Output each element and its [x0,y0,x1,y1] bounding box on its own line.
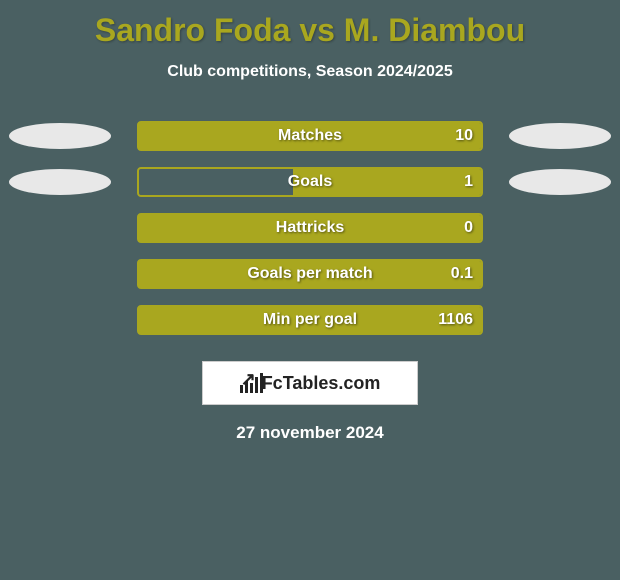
player-ellipse-left [9,169,111,195]
comparison-infographic: Sandro Foda vs M. Diambou Club competiti… [0,0,620,580]
stat-label: Goals per match [247,265,372,283]
stat-bar: Min per goal 1106 [137,305,483,335]
stat-label: Matches [278,127,342,145]
logo-box: ↗ FcTables.com [202,361,418,405]
date-text: 27 november 2024 [0,423,620,443]
stat-value-right: 10 [455,127,473,145]
stat-value-right: 1106 [438,311,473,329]
stat-bar: Matches 10 [137,121,483,151]
stat-row: Goals 1 [0,167,620,197]
subtitle: Club competitions, Season 2024/2025 [0,63,620,81]
stat-value-right: 0 [464,219,473,237]
player-ellipse-left [9,123,111,149]
stat-row: Hattricks 0 [0,213,620,243]
stats-area: Matches 10 Goals 1 Hattricks 0 Goals per match… [0,121,620,335]
stat-row: Goals per match 0.1 [0,259,620,289]
player-ellipse-right [509,123,611,149]
stat-row: Matches 10 [0,121,620,151]
logo-text: FcTables.com [262,373,381,394]
stat-value-right: 0.1 [451,265,473,283]
stat-label: Min per goal [263,311,357,329]
stat-bar: Goals per match 0.1 [137,259,483,289]
stat-value-right: 1 [464,173,473,191]
stat-row: Min per goal 1106 [0,305,620,335]
arrow-icon: ↗ [241,369,256,390]
page-title: Sandro Foda vs M. Diambou [0,0,620,49]
stat-label: Goals [288,173,332,191]
stat-bar: Hattricks 0 [137,213,483,243]
player-ellipse-right [509,169,611,195]
stat-label: Hattricks [276,219,344,237]
stat-bar: Goals 1 [137,167,483,197]
